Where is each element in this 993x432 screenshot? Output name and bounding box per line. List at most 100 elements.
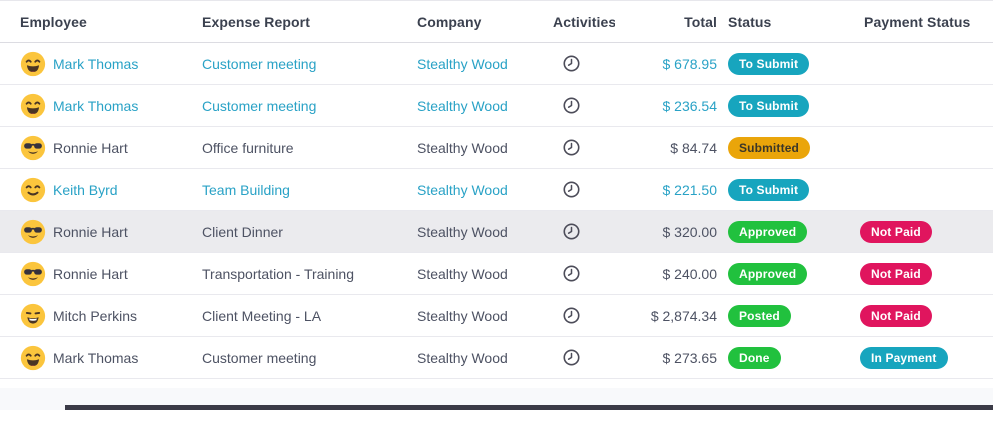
table-row[interactable]: Mark Thomas Customer meeting Stealthy Wo… xyxy=(0,85,993,127)
expense-list-view: Employee Expense Report Company Activiti… xyxy=(0,0,993,410)
expense-report-cell: Team Building xyxy=(202,181,290,198)
table-row[interactable]: Ronnie Hart Client Dinner Stealthy Wood … xyxy=(0,211,993,253)
grinning-face-avatar-icon xyxy=(20,303,46,329)
expense-report-cell: Client Dinner xyxy=(202,223,283,240)
status-badge: Approved xyxy=(728,262,808,285)
activity-clock-icon[interactable] xyxy=(562,306,581,325)
status-cell: Submitted xyxy=(720,127,860,168)
company-cell: Stealthy Wood xyxy=(417,265,508,282)
employee-cell: Mark Thomas xyxy=(16,85,202,126)
status-badge: To Submit xyxy=(728,52,810,75)
activities-cell xyxy=(553,337,615,378)
column-header-status[interactable]: Status xyxy=(728,13,772,30)
activity-clock-icon[interactable] xyxy=(562,264,581,283)
payment-status-badge: Not Paid xyxy=(860,220,932,243)
employee-cell: Ronnie Hart xyxy=(16,211,202,252)
activity-clock-icon[interactable] xyxy=(562,348,581,367)
company-cell: Stealthy Wood xyxy=(417,181,508,198)
sunglasses-face-avatar-icon xyxy=(20,135,46,161)
activities-cell xyxy=(553,169,615,210)
activities-cell xyxy=(553,43,615,84)
status-badge: Posted xyxy=(728,304,791,327)
activity-clock-icon[interactable] xyxy=(562,96,581,115)
status-cell: Posted xyxy=(720,295,860,336)
activity-clock-icon[interactable] xyxy=(562,54,581,73)
laughing-face-avatar-icon xyxy=(20,93,46,119)
status-cell: To Submit xyxy=(720,169,860,210)
column-header-expense-report[interactable]: Expense Report xyxy=(202,13,310,30)
table-row[interactable]: Ronnie Hart Transportation - Training St… xyxy=(0,253,993,295)
status-badge: Done xyxy=(728,346,781,369)
column-header-company[interactable]: Company xyxy=(417,13,482,30)
sunglasses-face-avatar-icon xyxy=(20,219,46,245)
total-cell: $ 240.00 xyxy=(662,265,718,282)
employee-cell: Mark Thomas xyxy=(16,337,202,378)
payment-status-badge: Not Paid xyxy=(860,304,932,327)
employee-cell: Ronnie Hart xyxy=(16,127,202,168)
employee-name: Mark Thomas xyxy=(53,349,139,366)
payment-status-badge: In Payment xyxy=(860,346,948,369)
employee-cell: Keith Byrd xyxy=(16,169,202,210)
company-cell: Stealthy Wood xyxy=(417,97,508,114)
total-cell: $ 221.50 xyxy=(662,181,718,198)
employee-name: Mark Thomas xyxy=(53,55,139,72)
column-header-total[interactable]: Total xyxy=(684,13,717,30)
employee-name: Mitch Perkins xyxy=(53,307,138,324)
table-row[interactable]: Keith Byrd Team Building Stealthy Wood $… xyxy=(0,169,993,211)
expense-report-cell: Transportation - Training xyxy=(202,265,354,282)
table-row[interactable]: Mark Thomas Customer meeting Stealthy Wo… xyxy=(0,43,993,85)
payment-status-badge: Not Paid xyxy=(860,262,932,285)
payment-status-cell xyxy=(860,85,993,126)
expense-report-cell: Customer meeting xyxy=(202,55,317,72)
total-cell: $ 84.74 xyxy=(670,139,717,156)
expense-report-cell: Customer meeting xyxy=(202,97,317,114)
table-row[interactable]: Ronnie Hart Office furniture Stealthy Wo… xyxy=(0,127,993,169)
table-header-row: Employee Expense Report Company Activiti… xyxy=(0,0,993,43)
status-badge: To Submit xyxy=(728,94,810,117)
status-cell: Approved xyxy=(720,211,860,252)
expense-report-cell: Customer meeting xyxy=(202,349,317,366)
table-row[interactable]: Mark Thomas Customer meeting Stealthy Wo… xyxy=(0,337,993,379)
status-cell: To Submit xyxy=(720,43,860,84)
payment-status-cell xyxy=(860,127,993,168)
payment-status-cell xyxy=(860,43,993,84)
company-cell: Stealthy Wood xyxy=(417,55,508,72)
smiling-face-avatar-icon xyxy=(20,177,46,203)
company-cell: Stealthy Wood xyxy=(417,307,508,324)
column-header-activities[interactable]: Activities xyxy=(553,13,615,30)
employee-name: Mark Thomas xyxy=(53,97,139,114)
total-cell: $ 678.95 xyxy=(662,55,718,72)
status-badge: To Submit xyxy=(728,178,810,201)
activity-clock-icon[interactable] xyxy=(562,138,581,157)
activities-cell xyxy=(553,127,615,168)
table-row[interactable]: Mitch Perkins Client Meeting - LA Stealt… xyxy=(0,295,993,337)
employee-cell: Ronnie Hart xyxy=(16,253,202,294)
activity-clock-icon[interactable] xyxy=(562,180,581,199)
total-cell: $ 320.00 xyxy=(662,223,718,240)
laughing-face-avatar-icon xyxy=(20,345,46,371)
status-cell: Approved xyxy=(720,253,860,294)
total-cell: $ 2,874.34 xyxy=(650,307,717,324)
payment-status-cell: Not Paid xyxy=(860,295,993,336)
total-cell: $ 236.54 xyxy=(662,97,718,114)
company-cell: Stealthy Wood xyxy=(417,349,508,366)
total-cell: $ 273.65 xyxy=(662,349,718,366)
activities-cell xyxy=(553,253,615,294)
status-badge: Approved xyxy=(728,220,808,243)
sunglasses-face-avatar-icon xyxy=(20,261,46,287)
column-header-payment-status[interactable]: Payment Status xyxy=(864,13,971,30)
employee-name: Ronnie Hart xyxy=(53,139,128,156)
column-header-employee[interactable]: Employee xyxy=(20,13,87,30)
company-cell: Stealthy Wood xyxy=(417,139,508,156)
payment-status-cell: Not Paid xyxy=(860,211,993,252)
status-cell: Done xyxy=(720,337,860,378)
employee-cell: Mark Thomas xyxy=(16,43,202,84)
activities-cell xyxy=(553,211,615,252)
activities-cell xyxy=(553,85,615,126)
status-cell: To Submit xyxy=(720,85,860,126)
employee-cell: Mitch Perkins xyxy=(16,295,202,336)
payment-status-cell: In Payment xyxy=(860,337,993,378)
activities-cell xyxy=(553,295,615,336)
activity-clock-icon[interactable] xyxy=(562,222,581,241)
bottom-fill-area xyxy=(0,388,993,410)
